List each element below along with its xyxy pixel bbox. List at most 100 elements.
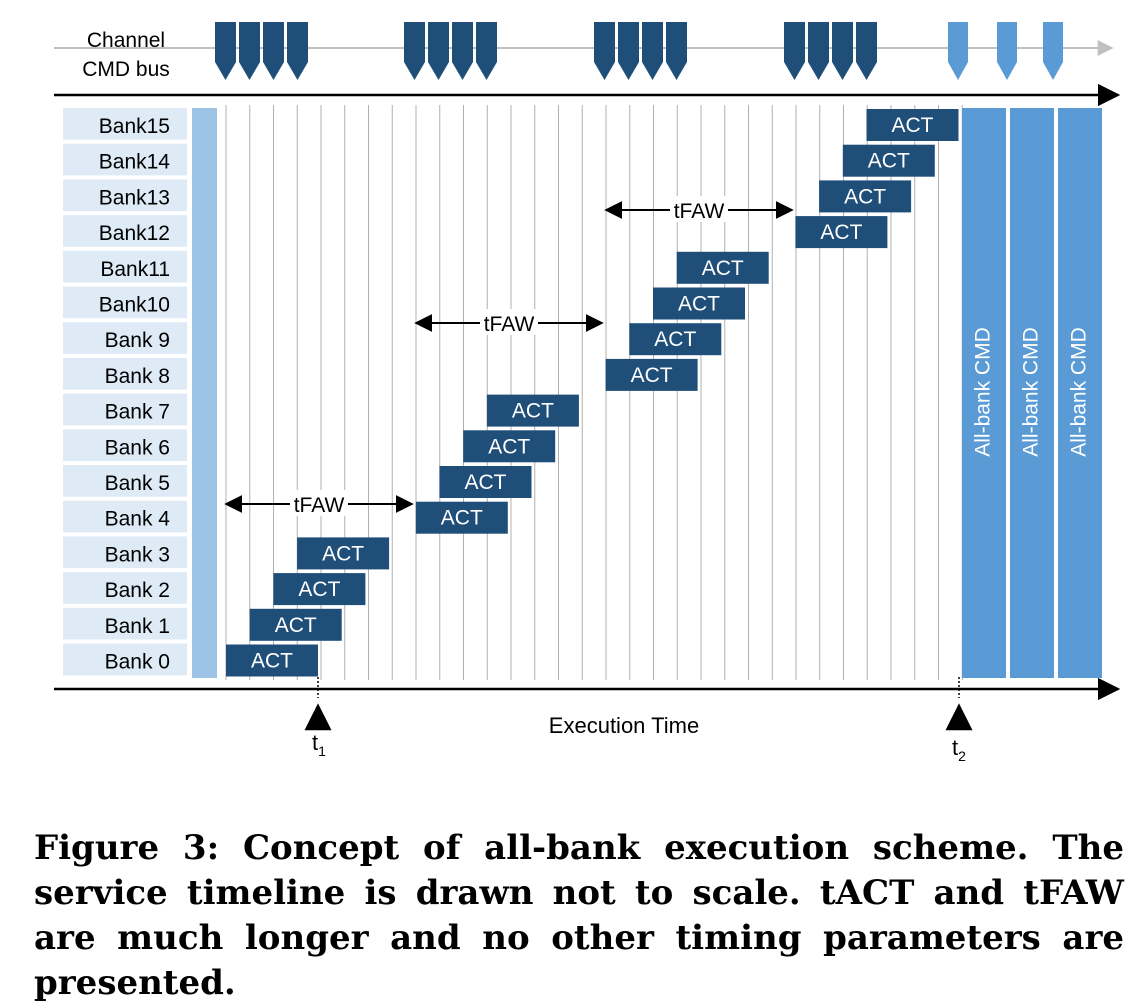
svg-text:ACT: ACT [488,435,530,458]
svg-text:All-bank CMD: All-bank CMD [972,327,995,457]
all-bank-commands: All-bank CMD All-bank CMD All-bank CMD [962,108,1102,678]
cmd-bus-command [404,22,425,80]
cmd-bus-command [856,22,877,80]
bank-label-box [63,143,187,176]
cmd-bus-command [948,22,968,80]
act-block: ACT [463,430,556,463]
bank-label-box [63,215,187,247]
bank-label: Bank14 [99,151,171,174]
act-block: ACT [605,358,698,391]
bank-label-box [63,250,187,283]
bank-label-box [63,286,187,319]
bank-labels: Bank15 Bank14 Bank13 Bank12 Bank11 Bank10 Bank… [63,108,187,676]
bank-label-box [63,393,187,426]
bank-label-box [63,643,187,676]
cmd-bus-label-line1: Channel [87,29,165,52]
cmd-bus-command [618,22,639,80]
svg-text:All-bank CMD: All-bank CMD [1020,327,1043,457]
cmd-bus-command [642,22,663,80]
cmd-bus-command [428,22,449,80]
bank-label-box [63,429,187,461]
tfaw-arrow: tFAW [414,309,604,336]
cmd-bus-commands [215,22,1063,80]
act-block: ACT [842,144,935,177]
cmd-bus-command [287,22,308,80]
bank-label-box [63,108,187,140]
cmd-bus-command [784,22,805,80]
cmd-bus-command [832,22,853,80]
all-bank-cmd-bar: All-bank CMD [962,108,1006,678]
act-block: ACT [676,251,769,284]
act-block: ACT [866,109,959,141]
bank-label: Bank 8 [105,365,170,388]
bank-label: Bank15 [99,115,170,138]
svg-text:ACT: ACT [322,542,364,565]
t2-label: t2 [952,735,966,764]
all-bank-cmd-bar: All-bank CMD [1058,108,1102,678]
cmd-bus-command [594,22,615,80]
tfaw-arrow: tFAW [604,196,794,223]
bank-label-box [63,357,187,390]
figure-caption: Figure 3: Concept of all-bank execution … [34,828,1124,1003]
t1-label: t1 [312,730,326,759]
svg-text:tFAW: tFAW [674,200,725,223]
svg-text:All-bank CMD: All-bank CMD [1068,327,1091,457]
bank-label-box [63,322,187,354]
bank-label: Bank 0 [105,651,170,674]
svg-text:ACT: ACT [844,185,886,208]
cmd-bus-command [239,22,260,80]
svg-text:ACT: ACT [678,293,720,316]
all-bank-execution-diagram: Channel CMD bus Bank15 Bank14 Bank13 Bank12… [54,22,1121,764]
bank-label: Bank12 [99,222,170,245]
cmd-bus-command [1043,22,1063,80]
tfaw-arrow: tFAW [224,490,414,517]
act-block: ACT [249,608,342,641]
svg-text:tFAW: tFAW [294,494,345,517]
svg-text:ACT: ACT [251,650,293,673]
svg-text:ACT: ACT [868,150,910,173]
bank-label-box [63,607,187,640]
svg-text:ACT: ACT [631,364,673,387]
bank-label: Bank11 [100,258,170,281]
bank-label: Bank 9 [105,329,170,352]
svg-text:ACT: ACT [512,400,554,423]
svg-text:tFAW: tFAW [484,313,535,336]
bank-label: Bank 6 [105,436,170,459]
initial-bank-bar [192,108,217,678]
svg-text:ACT: ACT [441,507,483,530]
cmd-bus-command [452,22,473,80]
bank-label: Bank 3 [105,543,170,566]
act-block: ACT [819,180,912,213]
cmd-bus-command [263,22,284,80]
act-block: ACT [653,287,745,320]
all-bank-cmd-bar: All-bank CMD [1010,108,1054,678]
act-block: ACT [415,501,508,534]
act-block: ACT [273,573,366,606]
svg-text:ACT: ACT [820,221,862,244]
bank-label: Bank13 [99,186,170,209]
svg-text:ACT: ACT [465,471,507,494]
act-block: ACT [795,216,888,249]
act-block: ACT [486,394,579,427]
execution-time-label: Execution Time [549,713,699,738]
svg-text:ACT: ACT [275,614,317,637]
bank-label: Bank10 [99,294,170,317]
cmd-bus-command [666,22,687,80]
svg-text:ACT: ACT [298,578,340,601]
act-commands: ACT ACT ACT ACT ACT ACT ACT ACT ACT ACT ACT ACT ACT A… [226,109,959,677]
svg-text:ACT: ACT [702,257,744,280]
cmd-bus-label-line2: CMD bus [82,58,170,81]
svg-text:ACT: ACT [654,328,696,351]
cmd-bus-command [215,22,236,80]
bank-label: Bank 1 [105,615,170,638]
tfaw-windows: tFAW tFAW tFAW [224,196,794,517]
bank-label-box [63,536,187,569]
act-block: ACT [439,466,532,498]
bank-label: Bank 5 [105,472,170,495]
cmd-bus-command [476,22,497,80]
act-block: ACT [226,644,318,677]
bank-label-box [63,500,187,533]
cmd-bus-command [997,22,1017,80]
bank-label-box [63,179,187,212]
act-block: ACT [297,537,390,570]
